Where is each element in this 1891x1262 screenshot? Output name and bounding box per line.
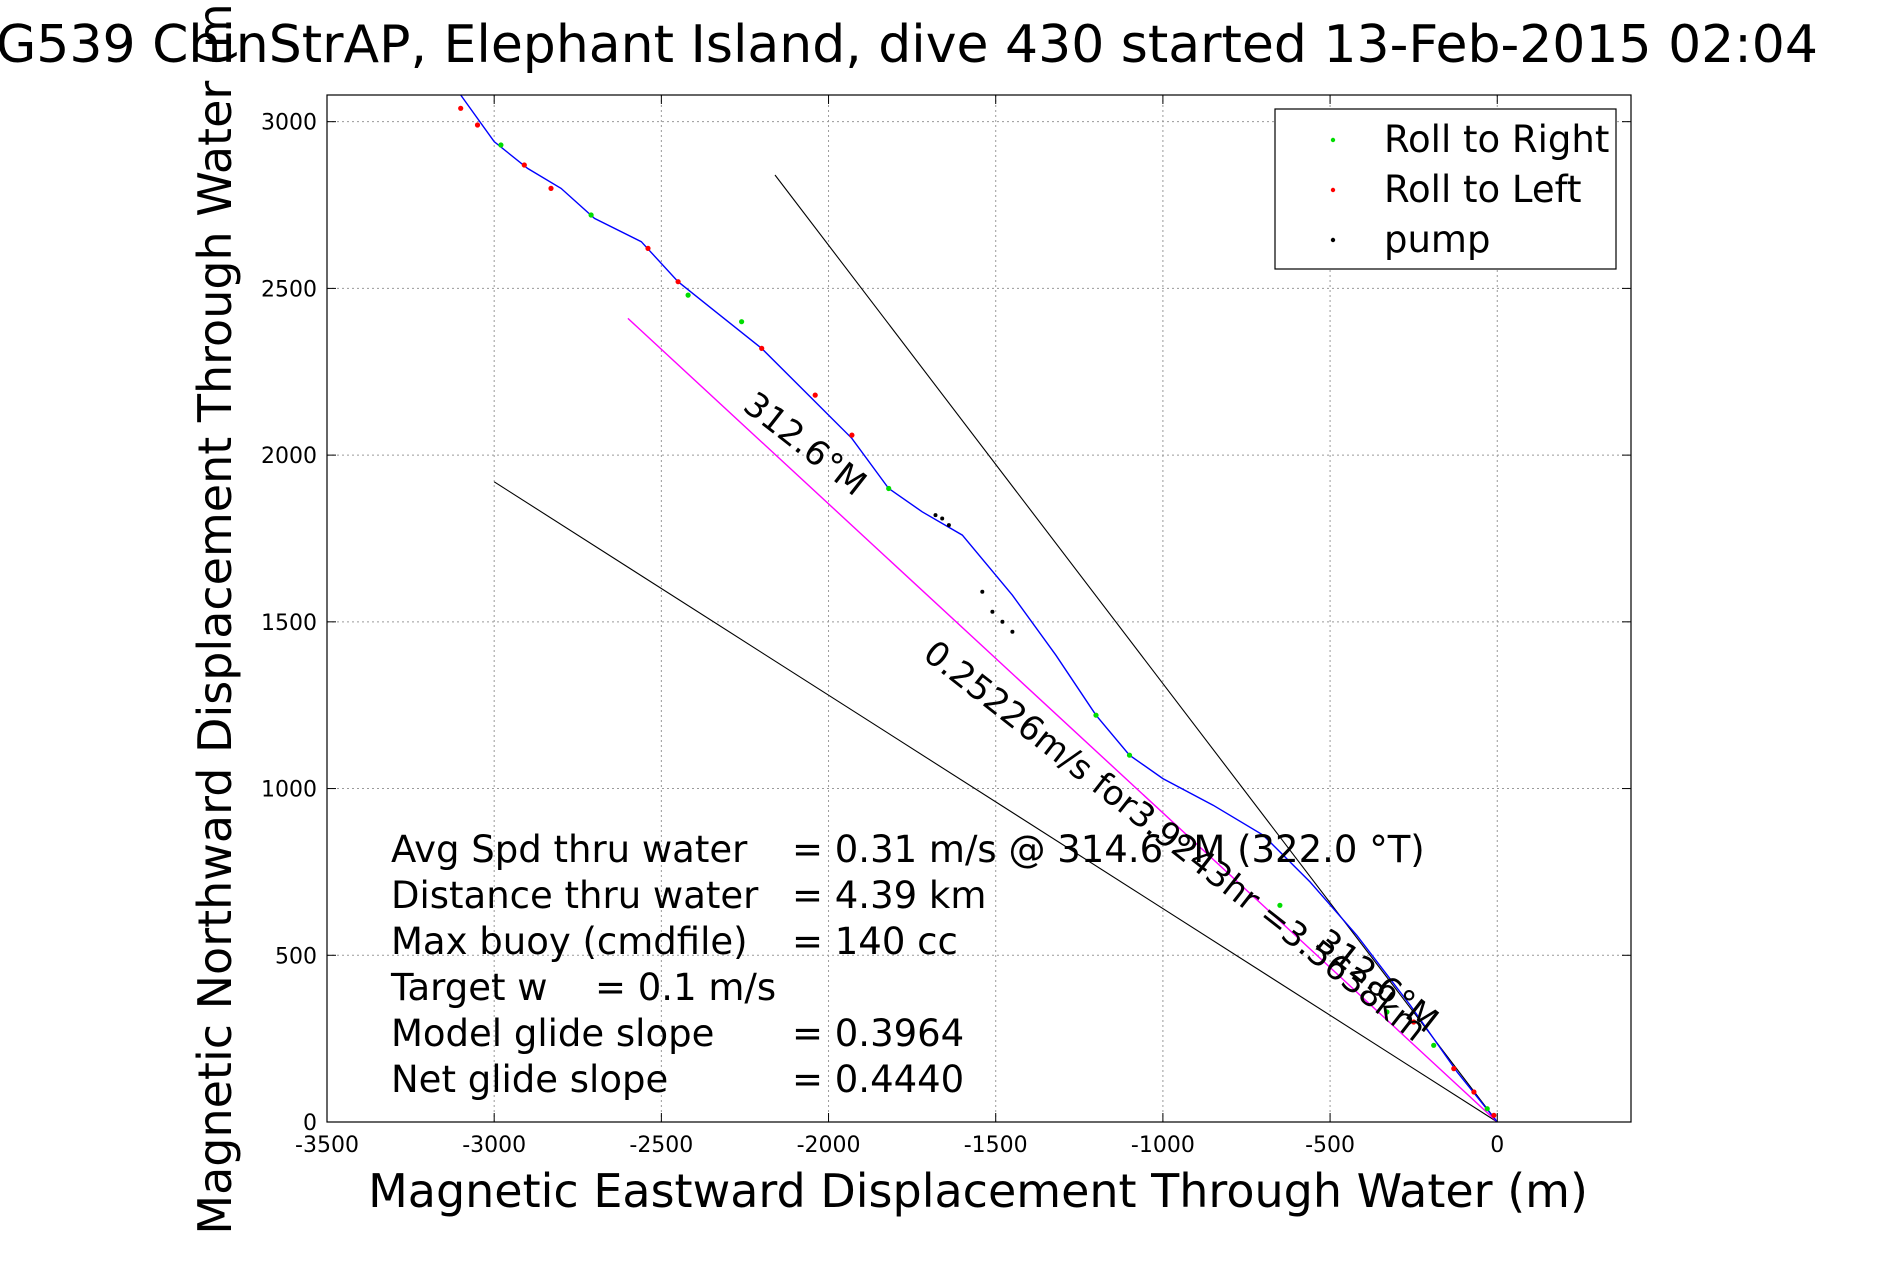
legend-label-pump: pump — [1384, 218, 1490, 261]
roll-left-point — [474, 122, 481, 128]
model-track-layer — [627, 317, 1498, 1123]
event-points-layer — [458, 105, 1497, 1118]
roll-right-point — [588, 212, 594, 218]
pump-point — [1010, 629, 1015, 634]
legend: Roll to Right Roll to Left pump — [1274, 108, 1617, 270]
model-track-line — [627, 317, 1498, 1123]
legend-label-roll-left: Roll to Left — [1384, 168, 1582, 211]
roll-left-point — [1411, 1019, 1417, 1025]
reference-lines — [493, 174, 1498, 1123]
y-tick-label: 500 — [275, 944, 317, 969]
stat-label: Max buoy (cmdfile) — [391, 920, 748, 963]
pump-point — [980, 589, 985, 594]
roll-right-point — [1431, 1042, 1437, 1048]
roll-right-point — [685, 292, 691, 298]
roll-left-point — [521, 162, 527, 168]
x-tick-label: -3000 — [462, 1133, 526, 1158]
x-tick-label: -1000 — [1131, 1133, 1195, 1158]
stat-value: = 4.39 km — [792, 874, 986, 917]
roll-left-point — [1451, 1066, 1457, 1072]
axis-ticks — [326, 95, 1631, 1123]
stat-label: Target w — [390, 966, 548, 1009]
y-tick-label: 3000 — [261, 111, 317, 136]
x-axis-label: Magnetic Eastward Displacement Through W… — [368, 1164, 1588, 1218]
pump-point — [933, 513, 938, 518]
stat-label: Net glide slope — [391, 1058, 668, 1101]
roll-left-point — [675, 279, 681, 285]
x-tick-label: -2500 — [629, 1133, 693, 1158]
reference-line — [774, 174, 1498, 1123]
plot-frame — [326, 94, 1632, 1123]
roll-right-point — [739, 319, 745, 325]
glider-track-layer — [460, 94, 1498, 1123]
roll-right-point — [1277, 902, 1283, 908]
roll-left-point — [1491, 1112, 1497, 1118]
roll-right-point — [1093, 712, 1099, 718]
pump-point — [990, 609, 995, 614]
stat-label: Distance thru water — [391, 874, 759, 917]
pump-point — [946, 523, 951, 528]
y-axis-label: Magnetic Northward Displacement Through … — [188, 0, 242, 1235]
x-tick-label: -1500 — [964, 1133, 1028, 1158]
legend-marker-roll-left — [1330, 187, 1336, 193]
stat-value: = 0.3964 — [792, 1012, 964, 1055]
legend-label-roll-right: Roll to Right — [1384, 118, 1609, 161]
stat-value: = 0.31 m/s @ 314.6 °M (322.0 °T) — [792, 828, 1425, 871]
reference-line — [493, 481, 1498, 1123]
stat-label: Avg Spd thru water — [391, 828, 748, 871]
roll-right-point — [1126, 752, 1133, 758]
stat-label: Model glide slope — [391, 1012, 714, 1055]
roll-left-point — [759, 345, 765, 351]
legend-marker-pump — [1330, 237, 1336, 243]
y-tick-label: 0 — [303, 1111, 317, 1136]
x-tick-labels: -3500 -3000 -2500 -2000 -1500 -1000 -500 0 — [295, 1133, 1504, 1158]
roll-left-point — [812, 392, 818, 398]
roll-left-point — [849, 432, 855, 438]
x-tick-label: -500 — [1305, 1133, 1355, 1158]
roll-left-point — [645, 245, 651, 251]
roll-right-point — [1384, 1009, 1390, 1015]
roll-right-point — [886, 485, 892, 492]
pump-point — [1000, 619, 1005, 624]
roll-left-point — [548, 185, 554, 191]
y-tick-label: 2000 — [261, 444, 317, 469]
chart-title: G539 ChinStrAP, Elephant Island, dive 43… — [0, 15, 1818, 75]
x-tick-label: -3500 — [295, 1133, 359, 1158]
x-tick-label: -2000 — [797, 1133, 861, 1158]
stat-value: = 140 cc — [792, 920, 958, 963]
glider-track-line — [460, 94, 1498, 1123]
y-tick-label: 1000 — [261, 778, 317, 803]
pump-point — [940, 516, 945, 521]
x-tick-label: 0 — [1490, 1133, 1504, 1158]
stats-block: Avg Spd thru water = 0.31 m/s @ 314.6 °M… — [390, 828, 1425, 1101]
roll-right-point — [498, 142, 504, 148]
y-tick-label: 2500 — [261, 277, 317, 302]
y-tick-labels: 0 500 1000 1500 2000 2500 3000 — [261, 111, 317, 1136]
legend-marker-roll-right — [1330, 137, 1336, 143]
roll-right-point — [1484, 1106, 1490, 1112]
roll-left-point — [1471, 1089, 1477, 1095]
stat-value: = 0.4440 — [792, 1058, 964, 1101]
stat-value: = 0.1 m/s — [595, 966, 776, 1009]
roll-left-point — [458, 105, 464, 111]
y-tick-label: 1500 — [261, 611, 317, 636]
